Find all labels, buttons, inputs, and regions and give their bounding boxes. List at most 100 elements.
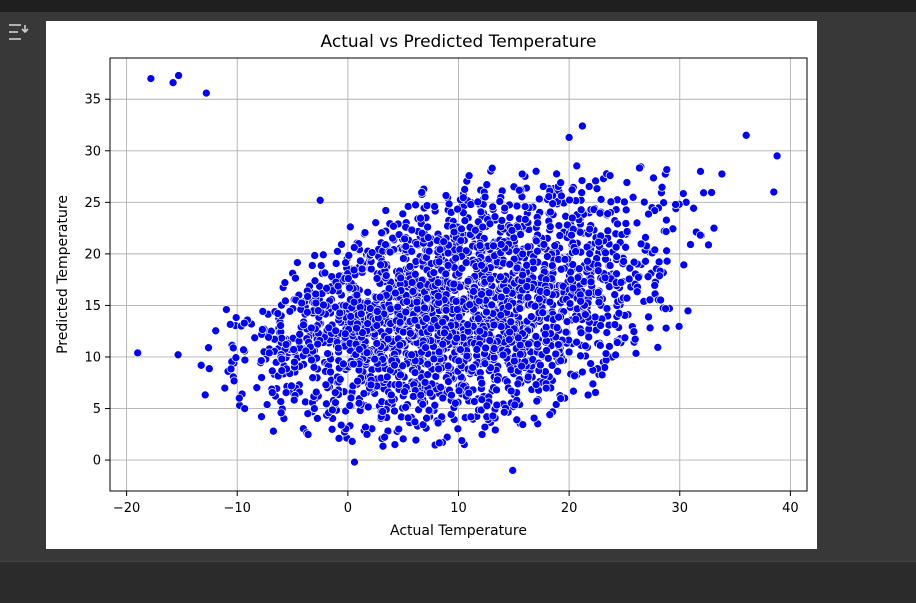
scatter-point [310,251,320,260]
scatter-chart: −20 −10 0 10 20 30 40 0 5 10 15 20 25 30 35 Actual vs … [55,32,808,539]
scatter-point [498,350,508,360]
scatter-point [584,332,594,342]
scatter-point [542,346,551,355]
scatter-point [361,422,370,432]
scatter-point [401,307,411,317]
scatter-point [513,333,523,343]
scatter-point [547,361,557,370]
scatter-point [531,236,541,246]
scatter-point [322,283,331,293]
scatter-point [562,317,572,326]
scatter-point [622,227,632,236]
scatter-point [316,261,326,270]
scatter-point [505,213,515,222]
y-tick-label: 10 [84,350,101,365]
scatter-point [400,234,409,244]
scatter-point [505,259,515,269]
scatter-point [363,319,372,328]
scatter-point [542,288,552,297]
chart-figure: −20 −10 0 10 20 30 40 0 5 10 15 20 25 30 35 Actual vs … [46,21,817,549]
scatter-point [383,334,393,344]
scatter-point [500,203,510,213]
scatter-point [398,209,408,219]
scatter-point [610,290,620,300]
scatter-point [508,466,518,475]
scatter-point [662,256,672,266]
scatter-point [334,434,344,443]
scatter-point [577,176,587,185]
scatter-point [367,248,377,257]
scatter-point [465,300,475,310]
scatter-point [510,400,520,410]
scatter-point [639,197,649,207]
scatter-point [630,334,640,344]
scatter-point [331,259,341,268]
collapse-output-icon[interactable] [0,18,36,46]
scatter-point [523,242,533,252]
scatter-point [531,166,541,176]
scatter-point [717,169,727,179]
scatter-point [509,233,519,243]
scatter-point [400,387,409,397]
scatter-point [349,243,359,252]
scatter-point [679,260,689,270]
scatter-point [554,221,564,230]
scatter-point [540,329,550,339]
scatter-point [504,335,514,345]
scatter-point [330,302,340,312]
scatter-point [396,370,405,380]
scatter-point [548,199,558,209]
scatter-point [441,191,451,200]
scatter-point [593,266,603,276]
scatter-point [378,407,387,416]
scatter-point [476,207,486,217]
scatter-point [661,227,671,236]
scatter-point [452,333,462,343]
scatter-point [252,383,262,393]
scatter-point [440,328,449,338]
scatter-point [307,355,316,365]
scatter-point [616,278,626,287]
top-toolbar [0,0,916,12]
scatter-point [601,349,611,358]
scatter-point [262,400,272,409]
scatter-point [600,363,610,372]
scatter-point [568,283,578,293]
scatter-point [489,344,499,353]
chart-title: Actual vs Predicted Temperature [321,32,597,52]
scatter-point [234,393,244,403]
scatter-point [301,346,311,356]
scatter-point [350,457,359,467]
scatter-point [530,301,540,311]
scatter-point [662,215,671,225]
y-tick-label: 35 [84,93,101,108]
scatter-point [619,257,628,266]
scatter-point [518,249,528,259]
scatter-point [434,347,444,357]
scatter-point [518,270,527,280]
scatter-point [543,252,552,261]
scatter-point [635,163,644,173]
scatter-point [331,326,341,336]
scatter-point [632,218,642,228]
scatter-point [593,288,603,297]
scatter-point [417,228,427,238]
scatter-point [463,276,473,286]
scatter-point [586,359,595,368]
scatter-point [320,268,330,278]
scatter-point [695,230,705,240]
scatter-point [395,317,405,327]
scatter-point [674,322,684,331]
scatter-point [394,424,404,434]
scatter-point [461,258,471,268]
scatter-point [470,397,479,406]
scatter-point [551,400,561,409]
scatter-point [451,398,460,408]
scatter-point [378,441,388,451]
scatter-point [620,333,630,343]
scatter-point [520,202,530,211]
scatter-point [605,342,614,351]
scatter-point [568,260,578,269]
scatter-point [168,78,178,88]
scatter-point [482,180,492,190]
